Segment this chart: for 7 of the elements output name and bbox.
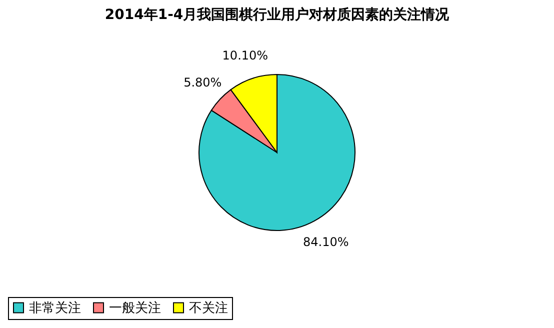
legend-label: 一般关注 xyxy=(109,300,161,316)
data-label: 5.80% xyxy=(184,76,222,90)
chart-title: 2014年1-4月我国围棋行业用户对材质因素的关注情况 xyxy=(104,6,450,23)
data-label: 10.10% xyxy=(222,48,268,63)
data-label: 84.10% xyxy=(302,235,349,250)
legend-label: 非常关注 xyxy=(29,300,81,316)
legend-label: 不关注 xyxy=(189,300,228,316)
